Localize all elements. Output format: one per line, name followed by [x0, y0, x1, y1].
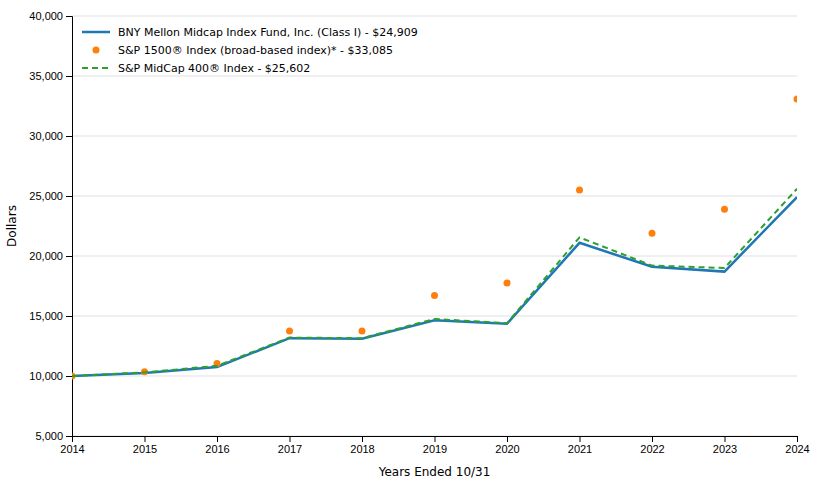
grid-line	[72, 316, 797, 317]
series-point	[649, 230, 656, 237]
tick-mark	[362, 436, 363, 442]
legend-swatch	[82, 31, 110, 34]
axis-line	[73, 437, 798, 443]
tick-mark	[66, 256, 72, 257]
tick: 2021	[568, 436, 592, 455]
tick-mark	[66, 196, 72, 197]
grid-line	[72, 256, 797, 257]
tick-label: 2021	[568, 443, 592, 455]
tick-mark	[66, 136, 72, 137]
tick: 35,000	[29, 70, 72, 82]
tick-label: 25,000	[29, 190, 63, 202]
tick-mark	[652, 436, 653, 442]
chart: 2014 2015 2016 2017 2018 2019 2020 2021 2022 2023…	[0, 0, 825, 488]
tick-label: 30,000	[29, 130, 63, 142]
tick: 30,000	[29, 130, 72, 142]
tick-label: 2019	[423, 443, 447, 455]
tick-label: 2018	[350, 443, 374, 455]
legend-item: S&P MidCap 400® Index - $25,602	[82, 62, 310, 75]
series-point	[504, 280, 511, 287]
tick: 2016	[205, 436, 229, 455]
grid-line	[72, 136, 797, 137]
grid-line	[72, 76, 797, 77]
tick-label: 2014	[60, 443, 84, 455]
tick: 2014	[60, 436, 84, 455]
series-point	[286, 328, 293, 335]
series-line	[72, 189, 797, 376]
tick: 2024	[785, 436, 809, 455]
marks	[72, 95, 797, 379]
tick-label: 2016	[205, 443, 229, 455]
tick-label: 10,000	[29, 370, 63, 382]
tick-label: 2020	[495, 443, 519, 455]
tick-label: 15,000	[29, 310, 63, 322]
grid-line	[72, 376, 797, 377]
tick-label: 2024	[785, 443, 809, 455]
tick-label: 35,000	[29, 70, 63, 82]
tick: 2015	[133, 436, 157, 455]
tick-mark	[66, 76, 72, 77]
tick-mark	[797, 436, 798, 442]
tick: 2023	[713, 436, 737, 455]
tick: 20,000	[29, 250, 72, 262]
legend-swatch	[82, 67, 110, 69]
legend-swatch	[93, 47, 100, 54]
tick: 25,000	[29, 190, 72, 202]
plot: 2014 2015 2016 2017 2018 2019 2020 2021 2022 2023…	[5, 10, 810, 479]
legend: BNY Mellon Midcap Index Fund, Inc. (Clas…	[82, 26, 418, 75]
tick-label: 5,000	[35, 430, 63, 442]
tick-mark	[217, 436, 218, 442]
tick: 2020	[495, 436, 519, 455]
tick-mark	[66, 376, 72, 377]
series-point	[359, 328, 366, 335]
tick-label: 2015	[133, 443, 157, 455]
tick: 15,000	[29, 310, 72, 322]
tick-label: 20,000	[29, 250, 63, 262]
legend-label: BNY Mellon Midcap Index Fund, Inc. (Clas…	[118, 26, 418, 39]
series-point	[721, 206, 728, 213]
series-point	[576, 187, 583, 194]
tick-mark	[66, 16, 72, 17]
tick-mark	[290, 436, 291, 442]
tick-label: 2022	[640, 443, 664, 455]
legend-item: S&P 1500® Index (broad-based index)* - $…	[93, 44, 393, 57]
y-axis: 5,000 10,000 15,000 20,000 25,000 30,000 35,00…	[29, 10, 72, 442]
tick-label: 2017	[278, 443, 302, 455]
tick: 2017	[278, 436, 302, 455]
grid-line	[72, 16, 797, 17]
tick-mark	[580, 436, 581, 442]
axis-line	[66, 17, 73, 437]
tick-mark	[435, 436, 436, 442]
tick-label: 2023	[713, 443, 737, 455]
legend-item: BNY Mellon Midcap Index Fund, Inc. (Clas…	[82, 26, 418, 39]
x-axis: 2014 2015 2016 2017 2018 2019 2020 2021 2022 2023…	[60, 436, 809, 455]
tick-mark	[66, 436, 72, 437]
tick-mark	[66, 316, 72, 317]
tick-label: 40,000	[29, 10, 63, 22]
legend-label: S&P 1500® Index (broad-based index)* - $…	[118, 44, 393, 57]
y-axis-title: Dollars	[5, 205, 19, 247]
series-point	[431, 292, 438, 299]
tick-mark	[145, 436, 146, 442]
tick: 2019	[423, 436, 447, 455]
tick: 5,000	[35, 430, 72, 442]
series-point	[794, 95, 798, 102]
legend-label: S&P MidCap 400® Index - $25,602	[118, 62, 310, 75]
series-line	[72, 197, 797, 376]
tick-mark	[507, 436, 508, 442]
tick: 2018	[350, 436, 374, 455]
grid-line	[72, 196, 797, 197]
tick: 40,000	[29, 10, 72, 22]
grid	[72, 16, 797, 436]
x-axis-title: Years Ended 10/31	[378, 465, 491, 479]
tick: 2022	[640, 436, 664, 455]
tick-mark	[725, 436, 726, 442]
tick: 10,000	[29, 370, 72, 382]
